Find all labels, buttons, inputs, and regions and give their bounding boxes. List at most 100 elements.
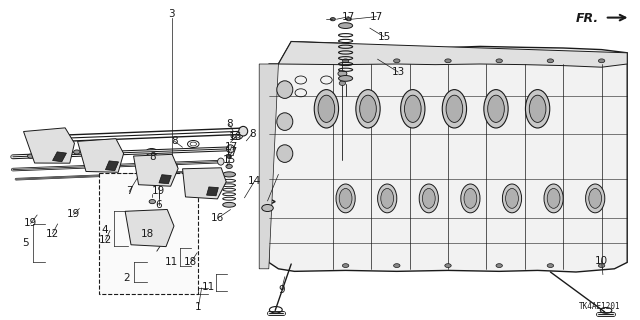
Text: 14: 14 xyxy=(248,176,261,186)
Ellipse shape xyxy=(318,95,335,123)
Polygon shape xyxy=(182,168,226,199)
Text: 8: 8 xyxy=(171,136,177,146)
Ellipse shape xyxy=(346,18,351,21)
Text: 18: 18 xyxy=(141,228,154,239)
Ellipse shape xyxy=(488,95,504,123)
Text: 3: 3 xyxy=(168,9,175,20)
Ellipse shape xyxy=(339,23,353,28)
Text: 11: 11 xyxy=(202,282,214,292)
Ellipse shape xyxy=(223,203,236,207)
Ellipse shape xyxy=(586,184,605,213)
Ellipse shape xyxy=(140,174,145,177)
Polygon shape xyxy=(207,187,218,196)
Ellipse shape xyxy=(49,145,53,148)
Ellipse shape xyxy=(277,113,293,131)
Ellipse shape xyxy=(59,143,67,148)
Polygon shape xyxy=(24,128,74,163)
Ellipse shape xyxy=(339,81,346,85)
Ellipse shape xyxy=(28,154,34,158)
Ellipse shape xyxy=(461,184,480,213)
Text: 12: 12 xyxy=(46,228,59,239)
Text: 2: 2 xyxy=(123,273,129,284)
Ellipse shape xyxy=(277,81,293,99)
Text: 5: 5 xyxy=(22,238,29,248)
Text: 19: 19 xyxy=(152,186,165,196)
Ellipse shape xyxy=(239,126,248,136)
Polygon shape xyxy=(106,161,118,171)
Text: 17: 17 xyxy=(225,147,238,157)
Ellipse shape xyxy=(445,59,451,63)
Polygon shape xyxy=(125,210,174,247)
Polygon shape xyxy=(269,42,627,272)
Ellipse shape xyxy=(135,222,140,226)
Ellipse shape xyxy=(496,59,502,63)
Text: 15: 15 xyxy=(378,32,390,42)
Ellipse shape xyxy=(547,264,554,268)
Ellipse shape xyxy=(446,95,463,123)
Ellipse shape xyxy=(547,59,554,63)
Polygon shape xyxy=(134,154,178,186)
Ellipse shape xyxy=(86,159,91,162)
Text: 19: 19 xyxy=(67,209,80,220)
Ellipse shape xyxy=(314,90,339,128)
Text: 17: 17 xyxy=(342,12,355,22)
Ellipse shape xyxy=(506,188,518,208)
Ellipse shape xyxy=(547,188,560,208)
Ellipse shape xyxy=(401,90,425,128)
Ellipse shape xyxy=(342,264,349,268)
Ellipse shape xyxy=(404,95,421,123)
Ellipse shape xyxy=(598,264,605,268)
Ellipse shape xyxy=(47,144,55,149)
Ellipse shape xyxy=(360,95,376,123)
Ellipse shape xyxy=(419,184,438,213)
Text: 4: 4 xyxy=(102,225,108,236)
Ellipse shape xyxy=(86,149,93,155)
Ellipse shape xyxy=(330,18,335,21)
Ellipse shape xyxy=(356,90,380,128)
Text: 15: 15 xyxy=(223,155,236,165)
Ellipse shape xyxy=(262,204,273,212)
Ellipse shape xyxy=(342,59,349,63)
Text: TK4AE1201: TK4AE1201 xyxy=(579,302,621,311)
Ellipse shape xyxy=(188,186,193,189)
Ellipse shape xyxy=(74,150,80,154)
Polygon shape xyxy=(159,175,172,184)
Text: 8: 8 xyxy=(226,119,232,129)
Text: 19: 19 xyxy=(24,218,37,228)
Ellipse shape xyxy=(338,71,347,76)
Ellipse shape xyxy=(484,90,508,128)
Text: 18: 18 xyxy=(184,257,197,268)
Ellipse shape xyxy=(502,184,522,213)
Ellipse shape xyxy=(598,59,605,63)
Text: 7: 7 xyxy=(126,186,132,196)
Ellipse shape xyxy=(34,134,43,144)
Ellipse shape xyxy=(445,264,451,268)
Ellipse shape xyxy=(464,188,477,208)
Ellipse shape xyxy=(378,184,397,213)
Ellipse shape xyxy=(442,90,467,128)
Text: 17: 17 xyxy=(225,141,238,152)
Ellipse shape xyxy=(544,184,563,213)
Ellipse shape xyxy=(149,200,156,204)
Ellipse shape xyxy=(88,151,92,154)
Polygon shape xyxy=(52,152,67,162)
Bar xyxy=(99,173,198,294)
Ellipse shape xyxy=(99,148,106,154)
Ellipse shape xyxy=(227,155,232,158)
Ellipse shape xyxy=(61,144,65,147)
Ellipse shape xyxy=(339,188,352,208)
Text: 17: 17 xyxy=(370,12,383,22)
Ellipse shape xyxy=(496,264,502,268)
Ellipse shape xyxy=(525,90,550,128)
Text: 16: 16 xyxy=(211,213,224,223)
Ellipse shape xyxy=(394,59,400,63)
Text: 13: 13 xyxy=(392,67,404,77)
Text: 9: 9 xyxy=(278,284,285,295)
Text: FR.: FR. xyxy=(575,12,598,25)
Ellipse shape xyxy=(226,164,232,169)
Text: 8: 8 xyxy=(249,129,255,139)
Ellipse shape xyxy=(218,158,224,165)
Polygon shape xyxy=(278,42,627,67)
Ellipse shape xyxy=(422,188,435,208)
Ellipse shape xyxy=(339,76,353,81)
